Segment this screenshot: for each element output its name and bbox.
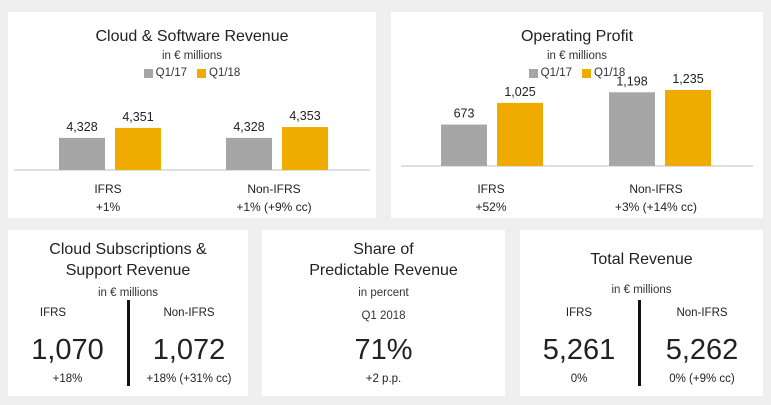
legend-label: Q1/17: [540, 67, 572, 79]
kpi-divider: [638, 300, 641, 386]
kpi-change: +18% (+31% cc): [146, 373, 232, 385]
bar-value-label: 4,353: [289, 109, 320, 123]
operating-profit-card: Operating Profit in € millions Q1/17 Q1/…: [391, 12, 763, 218]
cloud-software-bar-chart: 4,328 4,351 4,328 4,353: [14, 109, 370, 171]
bar-ifrs-q1-17: [441, 124, 487, 166]
kpi-period: Q1 2018: [361, 310, 406, 322]
bar-non-ifrs-q1-18: [282, 127, 328, 170]
chart-subtitle: in € millions: [161, 50, 223, 62]
chart-legend: Q1/17 Q1/18: [391, 67, 763, 79]
kpi-divider: [127, 300, 130, 386]
bar-value-label: 1,198: [616, 74, 647, 88]
kpi-title-line2: Support Revenue: [65, 262, 191, 279]
legend-swatch-q1-18: [582, 68, 591, 78]
bar-non-ifrs-q1-17: [609, 92, 655, 166]
chart-subtitle: in € millions: [546, 50, 608, 62]
cloud-subscriptions-card: Cloud Subscriptions & Support Revenue in…: [8, 230, 248, 396]
category-group-ifrs: IFRS +52%: [401, 180, 581, 216]
bar-non-ifrs-q1-18: [665, 90, 711, 166]
kpi-title: Total Revenue: [590, 251, 693, 268]
kpi-title-line2: Predictable Revenue: [309, 262, 458, 279]
category-label: Non-IFRS: [247, 182, 301, 196]
category-group-non-ifrs: Non-IFRS +3% (+14% cc): [566, 180, 746, 216]
legend-swatch-q1-17: [528, 68, 538, 78]
kpi-head: IFRS: [565, 307, 593, 319]
legend-item-q1-17: Q1/17: [143, 67, 187, 79]
kpi-change: +18%: [52, 373, 83, 385]
legend-label: Q1/17: [155, 67, 187, 79]
category-label: IFRS: [477, 182, 505, 196]
kpi-change: +2 p.p.: [365, 373, 402, 385]
bar-value-label: 1,025: [504, 85, 535, 99]
chart-legend: Q1/17 Q1/18: [8, 67, 376, 79]
bar-value-label: 1,235: [672, 72, 703, 86]
kpi-value: 1,072: [152, 334, 226, 366]
category-label: Non-IFRS: [629, 182, 683, 196]
kpi-head: Non-IFRS: [676, 307, 728, 319]
legend-swatch-q1-17: [143, 68, 153, 78]
kpi-title-line1: Share of: [353, 241, 414, 258]
change-label: +3% (+14% cc): [614, 200, 698, 214]
kpi-value: 5,261: [542, 334, 616, 366]
category-group-ifrs: IFRS +1%: [18, 180, 198, 216]
legend-swatch-q1-18: [197, 68, 206, 78]
bar-non-ifrs-q1-17: [226, 137, 272, 170]
bar-ifrs-q1-18: [115, 127, 161, 170]
kpi-unit: in € millions: [611, 284, 672, 296]
legend-item-q1-18: Q1/18: [582, 67, 625, 79]
kpi-unit: in percent: [358, 287, 409, 299]
kpi-title-line1: Cloud Subscriptions &: [49, 241, 207, 258]
category-group-non-ifrs: Non-IFRS +1% (+9% cc): [184, 180, 364, 216]
change-label: +1%: [95, 200, 121, 214]
legend-item-q1-18: Q1/18: [197, 67, 240, 79]
kpi-head: Non-IFRS: [163, 307, 215, 319]
category-label: IFRS: [94, 182, 122, 196]
kpi-unit: in € millions: [97, 287, 159, 299]
bar-value-label: 673: [454, 107, 475, 121]
bar-value-label: 4,351: [122, 110, 153, 124]
predictable-revenue-card: Share of Predictable Revenue in percent …: [262, 230, 505, 396]
total-revenue-card: Total Revenue in € millions IFRS 5,261 0…: [520, 230, 763, 396]
legend-label: Q1/18: [594, 67, 626, 79]
legend-item-q1-17: Q1/17: [528, 67, 572, 79]
cloud-software-revenue-card: Cloud & Software Revenue in € millions Q…: [8, 12, 376, 218]
kpi-head: IFRS: [39, 307, 67, 319]
change-label: +1% (+9% cc): [236, 200, 312, 214]
chart-title: Cloud & Software Revenue: [95, 28, 289, 45]
bar-ifrs-q1-18: [497, 102, 543, 166]
kpi-value: 71%: [354, 334, 413, 366]
kpi-change: 0%: [570, 373, 588, 385]
kpi-change: 0% (+9% cc): [669, 373, 735, 385]
kpi-value: 1,070: [31, 334, 104, 366]
bar-value-label: 4,328: [66, 120, 97, 134]
change-label: +52%: [475, 200, 507, 214]
kpi-value: 5,262: [665, 334, 739, 366]
bar-ifrs-q1-17: [59, 137, 105, 170]
operating-profit-bar-chart: 673 1,025 1,198 1,235: [401, 72, 753, 167]
legend-label: Q1/18: [209, 67, 241, 79]
bar-value-label: 4,328: [233, 120, 264, 134]
chart-title: Operating Profit: [520, 28, 634, 45]
